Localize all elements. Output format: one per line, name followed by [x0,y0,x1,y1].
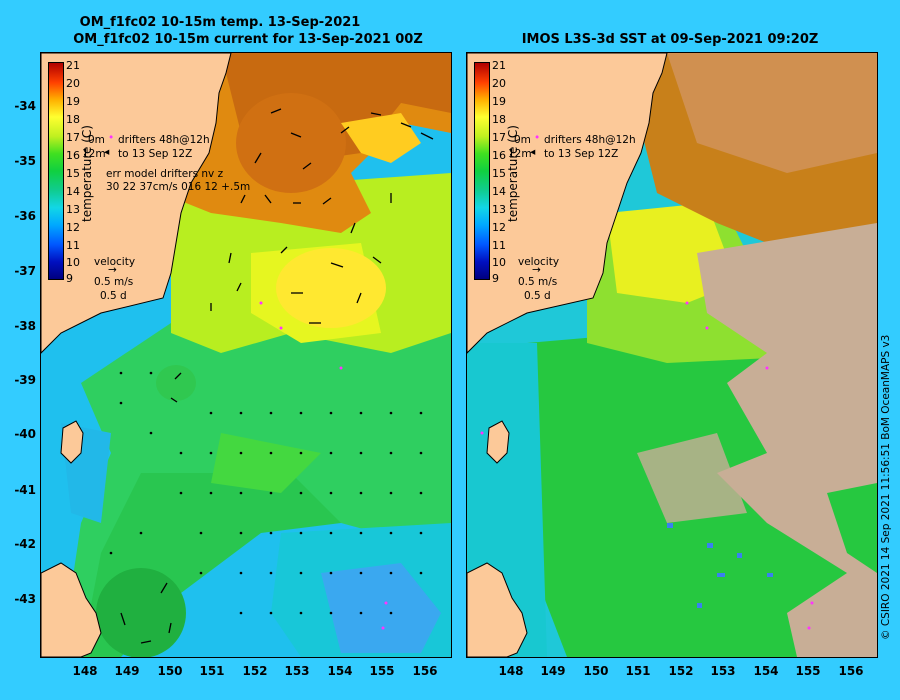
right-colorbar-tick: 13 [492,203,506,216]
right-colorbar-tick: 18 [492,113,506,126]
lat-tick: -41 [14,483,36,497]
right-colorbar-tick: 15 [492,167,506,180]
lat-tick: -40 [14,427,36,441]
lat-tick: -38 [14,319,36,333]
right-colorbar-tick: 21 [492,59,506,72]
lat-tick: -42 [14,537,36,551]
right-drifter-legend-0m: 0m [514,134,531,146]
lon-tick-right: 156 [838,664,864,678]
left-colorbar-tick: 13 [66,203,80,216]
satellite-sst-map [466,52,878,658]
left-colorbar-tick: 18 [66,113,80,126]
right-velocity-days: 0.5 d [524,290,551,302]
err-legend-line2: 30 22 37cm/s 016 12 +.5m [106,181,251,193]
lon-tick-left: 148 [72,664,98,678]
lon-tick-right: 151 [625,664,651,678]
left-drifter-legend-12m: 12m [82,148,106,160]
err-legend-line1: err model drifters nv z [106,168,224,180]
lon-tick-right: 152 [668,664,694,678]
left-colorbar-tick: 17 [66,131,80,144]
right-colorbar-tick: 16 [492,149,506,162]
left-colorbar-tick: 12 [66,221,80,234]
lon-tick-left: 151 [199,664,225,678]
copyright-credit: © CSIRO 2021 14 Sep 2021 11:56:51 BoM Oc… [880,334,892,640]
left-velocity-title: velocity [94,256,136,268]
right-colorbar-tick: 11 [492,239,506,252]
left-velocity-days: 0.5 d [100,290,127,302]
left-colorbar-tick: 11 [66,239,80,252]
right-colorbar-tick: 17 [492,131,506,144]
model-map-graphics [41,53,451,657]
right-drifter-legend-date: to 13 Sep 12Z [544,148,619,160]
lon-tick-left: 156 [412,664,438,678]
current-vectors [120,108,434,644]
left-drifter-arrow-icon: ◂ [104,146,110,158]
lon-tick-left: 153 [284,664,310,678]
lon-tick-right: 148 [498,664,524,678]
lat-tick: -34 [14,99,36,113]
right-velocity-title: velocity [518,256,560,268]
left-drifter-legend-marker: • [108,132,115,144]
current-vector-dots [109,371,423,615]
lon-tick-left: 149 [114,664,140,678]
right-velocity-speed: 0.5 m/s [518,276,558,288]
right-velocity-arrow-icon: → [532,264,541,276]
lat-tick: -37 [14,264,36,278]
left-drifter-legend-label: drifters 48h@12h [118,134,210,146]
lat-tick: -43 [14,592,36,606]
model-temperature-map [40,52,452,658]
left-title-line1: OM_f1fc02 10-15m temp. 13-Sep-2021 [79,15,361,30]
left-velocity-arrow-icon: → [108,264,117,276]
left-velocity-speed: 0.5 m/s [94,276,134,288]
right-colorbar-tick: 10 [492,256,506,269]
right-colorbar [474,62,490,280]
right-drifter-legend-12m: 12m [508,148,532,160]
lon-tick-right: 149 [540,664,566,678]
lon-tick-right: 153 [710,664,736,678]
lon-tick-left: 154 [327,664,353,678]
left-title-line2: OM_f1fc02 10-15m current for 13-Sep-2021… [73,32,423,47]
left-colorbar [48,62,64,280]
left-colorbar-tick: 20 [66,77,80,90]
left-colorbar-tick: 9 [66,272,73,285]
left-colorbar-tick: 16 [66,149,80,162]
lon-tick-left: 152 [242,664,268,678]
lon-tick-left: 155 [369,664,395,678]
left-colorbar-tick: 14 [66,185,80,198]
right-colorbar-tick: 14 [492,185,506,198]
right-colorbar-tick: 20 [492,77,506,90]
sst-map-graphics [467,53,877,657]
lon-tick-right: 155 [795,664,821,678]
right-drifter-legend-label: drifters 48h@12h [544,134,636,146]
right-drifter-arrow-icon: ◂ [530,146,536,158]
left-drifter-legend-0m: 0m [88,134,105,146]
left-colorbar-tick: 21 [66,59,80,72]
left-colorbar-tick: 15 [66,167,80,180]
lon-tick-left: 150 [157,664,183,678]
lat-tick: -36 [14,209,36,223]
left-colorbar-tick: 19 [66,95,80,108]
lon-tick-right: 150 [583,664,609,678]
lat-tick: -39 [14,373,36,387]
right-colorbar-tick: 19 [492,95,506,108]
left-drifter-legend-date: to 13 Sep 12Z [118,148,193,160]
right-colorbar-tick: 12 [492,221,506,234]
right-drifter-legend-marker: • [534,132,541,144]
right-colorbar-tick: 9 [492,272,499,285]
lat-tick: -35 [14,154,36,168]
left-colorbar-tick: 10 [66,256,80,269]
lon-tick-right: 154 [753,664,779,678]
right-title: IMOS L3S-3d SST at 09-Sep-2021 09:20Z [521,32,819,47]
